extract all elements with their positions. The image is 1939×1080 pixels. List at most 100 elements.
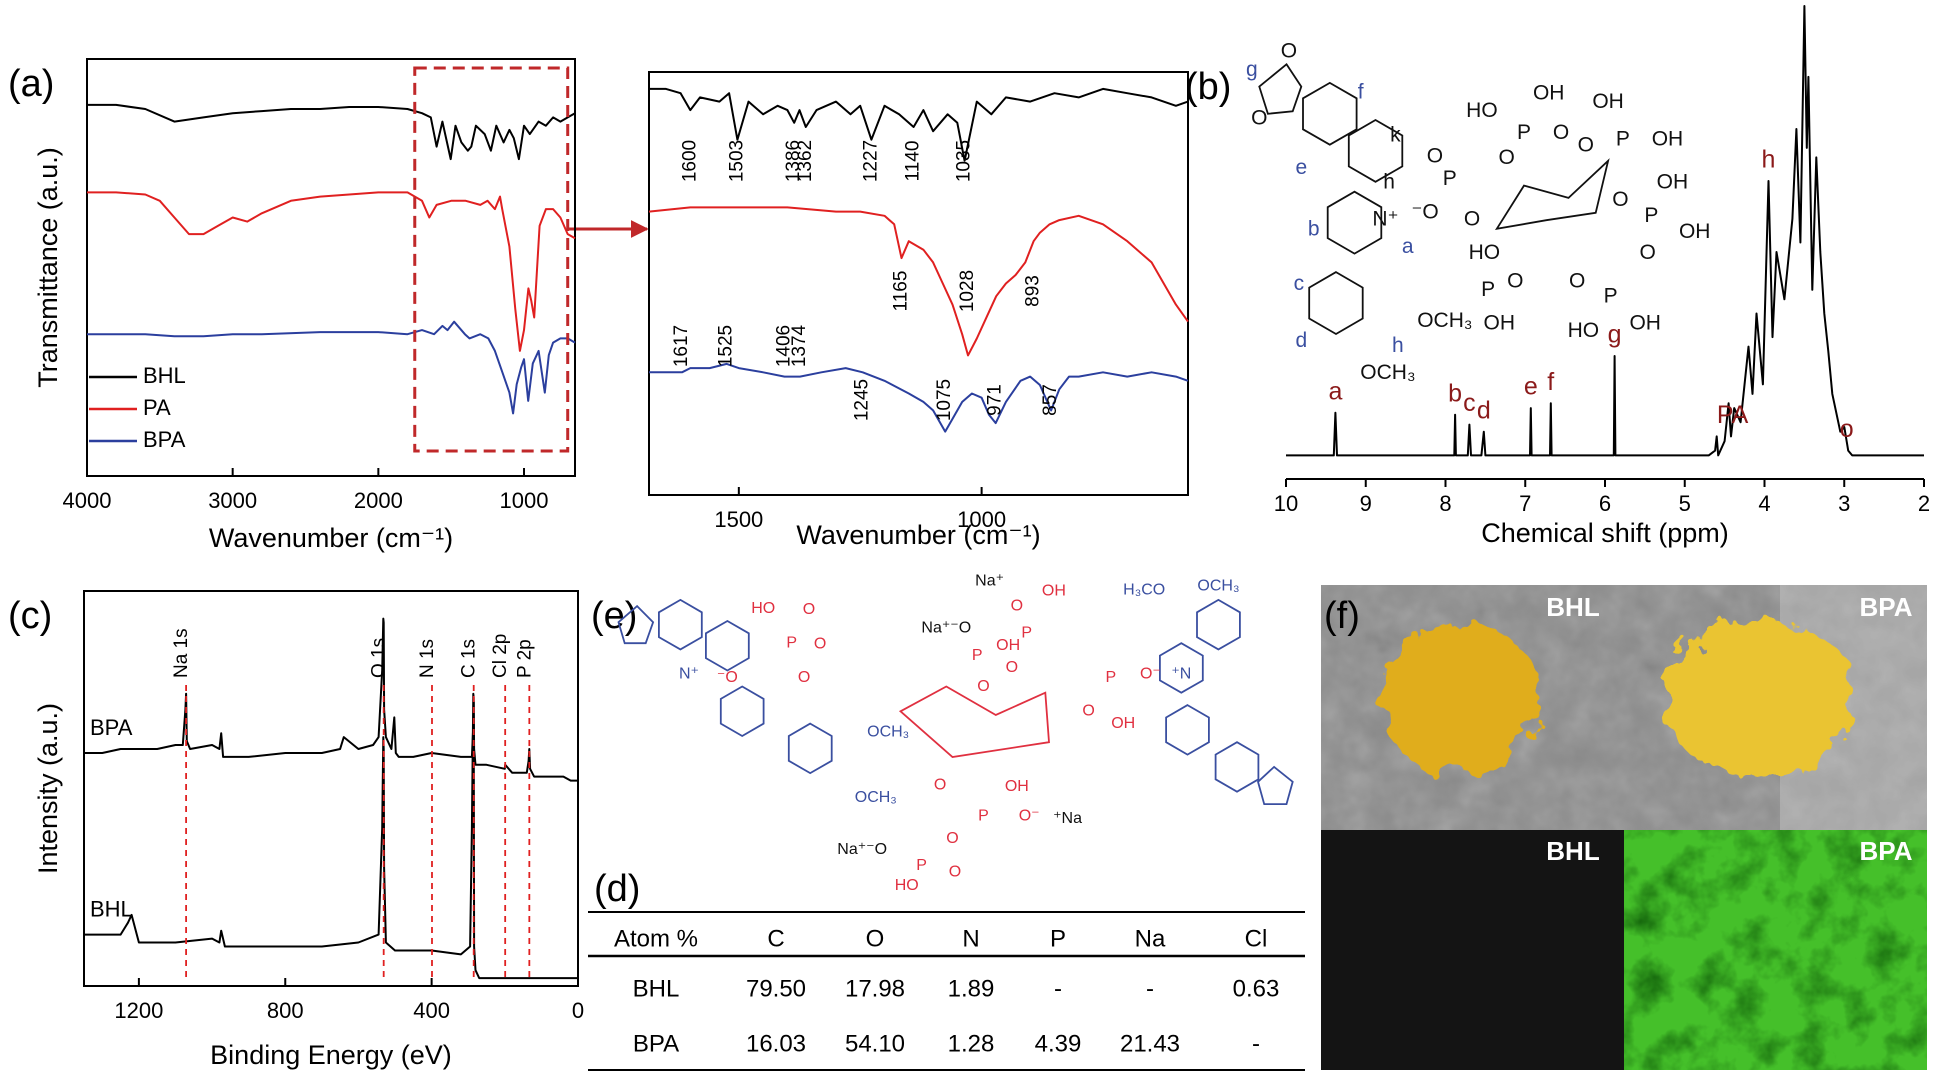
structure-label: O bbox=[1011, 597, 1023, 614]
structure-label: O bbox=[1251, 106, 1267, 129]
series-line bbox=[84, 692, 578, 980]
peak-label: 1028 bbox=[957, 270, 978, 312]
structure-label: ⁺N bbox=[1171, 665, 1191, 682]
table-cell: - bbox=[1252, 1030, 1260, 1057]
structure-label: O bbox=[803, 601, 815, 618]
structure-label: O⁻ bbox=[1019, 808, 1040, 825]
peak-label: c bbox=[1463, 389, 1476, 417]
peak-label: 1525 bbox=[716, 325, 737, 367]
structure-label: O bbox=[798, 669, 810, 686]
structure-label: O bbox=[1082, 702, 1094, 719]
table-header: C bbox=[767, 925, 784, 952]
structure-label: Na⁺ bbox=[975, 573, 1004, 590]
peak-label: 1165 bbox=[891, 271, 912, 312]
reference-label: N 1s bbox=[417, 639, 438, 678]
structure-label: O bbox=[1281, 40, 1297, 63]
peak-label: 1075 bbox=[934, 379, 955, 421]
table-cell: 4.39 bbox=[1035, 1030, 1082, 1057]
reference-label: O 1s bbox=[369, 638, 390, 678]
structure-label: H₃CO bbox=[1123, 581, 1165, 598]
structure-label: O bbox=[1006, 659, 1018, 676]
table-header: N bbox=[962, 925, 979, 952]
structure-label: P bbox=[1105, 669, 1116, 686]
reference-label: Cl 2p bbox=[490, 634, 511, 678]
ring bbox=[1214, 741, 1260, 793]
panel-label: (c) bbox=[8, 595, 52, 637]
x-tick-label: 3 bbox=[1838, 491, 1850, 516]
ring bbox=[1308, 271, 1364, 336]
ring bbox=[705, 619, 750, 672]
x-tick-label: 2 bbox=[1918, 491, 1930, 516]
reference-label: P 2p bbox=[514, 639, 535, 678]
structure-label: P bbox=[1644, 204, 1658, 227]
structure-label: P bbox=[1616, 127, 1630, 150]
table-header: O bbox=[866, 925, 885, 952]
structure-label: N⁺ bbox=[679, 665, 699, 682]
reference-label: C 1s bbox=[459, 639, 480, 678]
series-label: BHL bbox=[90, 896, 133, 921]
panel-label: (b) bbox=[1185, 66, 1231, 108]
ring bbox=[787, 722, 833, 775]
structure-label: HO bbox=[895, 877, 919, 894]
structure-label: P bbox=[1021, 625, 1032, 642]
ring bbox=[658, 598, 703, 651]
table-cell: 54.10 bbox=[845, 1030, 905, 1057]
structure-label: h bbox=[1392, 334, 1404, 357]
series-line bbox=[648, 206, 1189, 357]
x-tick-label: 7 bbox=[1519, 491, 1531, 516]
table-header: Na bbox=[1135, 925, 1166, 952]
structure-label: O bbox=[949, 863, 961, 880]
table-header: Atom % bbox=[614, 925, 698, 952]
x-tick-label: 2000 bbox=[354, 488, 403, 513]
peak-label: d bbox=[1477, 396, 1491, 424]
peak-label: h bbox=[1762, 146, 1776, 174]
structure-label: ⁻O bbox=[1411, 200, 1438, 223]
structure-label: O bbox=[1553, 121, 1569, 144]
peak-label: 857 bbox=[1040, 384, 1061, 416]
axes-frame bbox=[648, 71, 1189, 496]
structure-label: b bbox=[1308, 218, 1320, 241]
structure-label: P bbox=[1604, 284, 1618, 307]
ring bbox=[1159, 642, 1204, 694]
peak-label: 971 bbox=[985, 384, 1006, 416]
x-tick-label: 4 bbox=[1758, 491, 1770, 516]
x-tick-label: 1500 bbox=[714, 507, 763, 532]
structure-label: P bbox=[978, 808, 989, 825]
peak-label: f bbox=[1547, 368, 1554, 396]
peak-label: e bbox=[1524, 373, 1538, 401]
structure-label: P bbox=[786, 634, 797, 651]
peak-label: 1362 bbox=[795, 140, 816, 182]
series-line bbox=[1286, 5, 1924, 457]
table-cell: 21.43 bbox=[1120, 1030, 1180, 1057]
x-tick-label: 400 bbox=[413, 998, 450, 1023]
structure-label: OH bbox=[1629, 312, 1661, 335]
x-axis-label: Chemical shift (ppm) bbox=[1481, 518, 1729, 548]
structure-label: P bbox=[1481, 278, 1495, 301]
structure-label: OCH₃ bbox=[1360, 361, 1415, 384]
x-tick-label: 0 bbox=[572, 998, 584, 1023]
peak-label: 1386 bbox=[783, 140, 804, 182]
peak-label: 1600 bbox=[679, 140, 700, 182]
inositol-ring bbox=[898, 685, 1050, 758]
legend-label: BHL bbox=[143, 363, 186, 388]
peak-label: o bbox=[1840, 415, 1854, 443]
x-axis-label: Wavenumber (cm⁻¹) bbox=[796, 520, 1040, 550]
structure-label: O bbox=[946, 830, 958, 847]
structure-label: OH bbox=[1533, 82, 1565, 105]
x-tick-label: 1000 bbox=[957, 507, 1006, 532]
table-cell: 0.63 bbox=[1233, 975, 1280, 1002]
dioxole-ring bbox=[1256, 765, 1294, 805]
peak-label: 1374 bbox=[789, 324, 810, 367]
structure-label: Na⁺⁻O bbox=[921, 620, 971, 637]
structure-label: P bbox=[916, 857, 927, 874]
peak-label: b bbox=[1448, 379, 1462, 407]
structure-label: OH bbox=[1111, 715, 1135, 732]
photo-dark-bhl bbox=[1321, 830, 1624, 1070]
structure-label: HO bbox=[1466, 99, 1498, 122]
structure-label: O bbox=[1578, 134, 1594, 157]
panel-label: (f) bbox=[1324, 595, 1360, 637]
peak-label: PA bbox=[1717, 401, 1749, 429]
structure-label: ⁺Na bbox=[1053, 810, 1082, 827]
photo-label: BHL bbox=[1546, 836, 1600, 866]
series-line bbox=[87, 103, 576, 161]
